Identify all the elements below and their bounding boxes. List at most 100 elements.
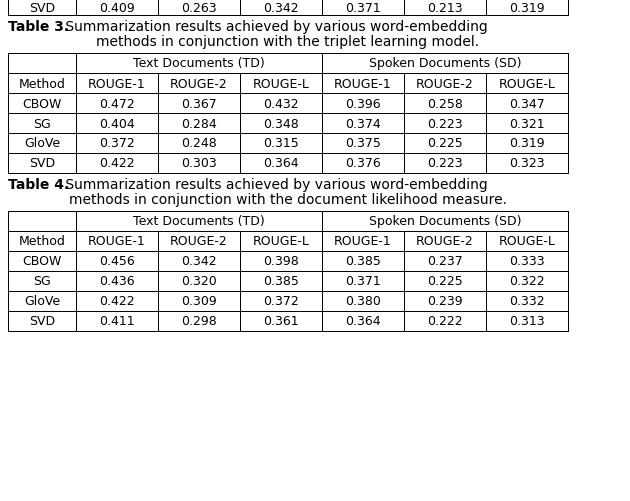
Bar: [486, 292, 568, 312]
Text: 0.472: 0.472: [99, 97, 135, 110]
Bar: [322, 134, 404, 154]
Text: 0.372: 0.372: [99, 137, 135, 150]
Bar: [158, 292, 240, 312]
Bar: [158, 94, 240, 114]
Text: Text Documents (TD): Text Documents (TD): [133, 215, 265, 228]
Bar: [158, 0, 240, 16]
Text: 0.225: 0.225: [427, 275, 463, 288]
Text: SG: SG: [33, 117, 51, 130]
Bar: [8, 292, 76, 312]
Text: 0.258: 0.258: [427, 97, 463, 110]
Text: 0.333: 0.333: [509, 255, 545, 268]
Bar: [8, 0, 568, 16]
Text: 0.364: 0.364: [345, 315, 381, 328]
Text: 0.404: 0.404: [99, 117, 135, 130]
Bar: [8, 211, 568, 331]
Bar: [322, 94, 404, 114]
Bar: [8, 54, 568, 174]
Bar: [240, 0, 322, 16]
Text: 0.456: 0.456: [99, 255, 135, 268]
Bar: [76, 292, 158, 312]
Text: 0.223: 0.223: [427, 157, 463, 170]
Text: 0.323: 0.323: [509, 157, 545, 170]
Text: ROUGE-2: ROUGE-2: [170, 235, 228, 248]
Text: 0.347: 0.347: [509, 97, 545, 110]
Text: CBOW: CBOW: [22, 255, 62, 268]
Bar: [486, 154, 568, 174]
Text: 0.322: 0.322: [509, 275, 545, 288]
Bar: [240, 231, 322, 252]
Bar: [8, 272, 76, 292]
Bar: [404, 114, 486, 134]
Text: SVD: SVD: [29, 315, 55, 328]
Bar: [486, 0, 568, 16]
Bar: [76, 94, 158, 114]
Bar: [76, 312, 158, 331]
Text: Method: Method: [18, 77, 66, 90]
Text: 0.372: 0.372: [263, 295, 299, 308]
Text: SVD: SVD: [29, 157, 55, 170]
Text: 0.371: 0.371: [345, 275, 381, 288]
Bar: [404, 94, 486, 114]
Bar: [8, 94, 76, 114]
Text: ROUGE-2: ROUGE-2: [416, 77, 474, 90]
Bar: [240, 312, 322, 331]
Bar: [8, 54, 76, 74]
Text: ROUGE-1: ROUGE-1: [88, 235, 146, 248]
Text: ROUGE-L: ROUGE-L: [498, 77, 556, 90]
Bar: [158, 252, 240, 272]
Text: 0.332: 0.332: [509, 295, 545, 308]
Text: 0.320: 0.320: [181, 275, 217, 288]
Text: 0.409: 0.409: [99, 2, 135, 15]
Text: ROUGE-L: ROUGE-L: [253, 235, 309, 248]
Text: 0.385: 0.385: [263, 275, 299, 288]
Text: CBOW: CBOW: [22, 97, 62, 110]
Bar: [240, 154, 322, 174]
Bar: [8, 231, 76, 252]
Bar: [8, 74, 76, 94]
Text: 0.398: 0.398: [263, 255, 299, 268]
Bar: [486, 114, 568, 134]
Bar: [240, 74, 322, 94]
Text: 0.376: 0.376: [345, 157, 381, 170]
Bar: [404, 74, 486, 94]
Bar: [8, 312, 76, 331]
Text: 0.263: 0.263: [181, 2, 217, 15]
Text: SG: SG: [33, 275, 51, 288]
Text: ROUGE-L: ROUGE-L: [498, 235, 556, 248]
Text: 0.374: 0.374: [345, 117, 381, 130]
Bar: [404, 154, 486, 174]
Text: 0.303: 0.303: [181, 157, 217, 170]
Text: 0.348: 0.348: [263, 117, 299, 130]
Text: methods in conjunction with the document likelihood measure.: methods in conjunction with the document…: [69, 192, 507, 206]
Bar: [8, 154, 76, 174]
Bar: [322, 74, 404, 94]
Bar: [76, 154, 158, 174]
Text: 0.367: 0.367: [181, 97, 217, 110]
Text: 0.313: 0.313: [509, 315, 545, 328]
Bar: [486, 312, 568, 331]
Bar: [404, 312, 486, 331]
Text: 0.225: 0.225: [427, 137, 463, 150]
Text: GloVe: GloVe: [24, 137, 60, 150]
Text: 0.319: 0.319: [509, 137, 545, 150]
Bar: [486, 272, 568, 292]
Text: 0.321: 0.321: [509, 117, 545, 130]
Bar: [8, 134, 76, 154]
Bar: [486, 252, 568, 272]
Bar: [158, 231, 240, 252]
Bar: [404, 272, 486, 292]
Bar: [404, 134, 486, 154]
Text: Spoken Documents (SD): Spoken Documents (SD): [369, 215, 521, 228]
Text: ROUGE-2: ROUGE-2: [170, 77, 228, 90]
Text: ROUGE-2: ROUGE-2: [416, 235, 474, 248]
Bar: [158, 312, 240, 331]
Bar: [8, 211, 76, 231]
Bar: [158, 114, 240, 134]
Bar: [76, 54, 322, 74]
Text: 0.380: 0.380: [345, 295, 381, 308]
Text: 0.315: 0.315: [263, 137, 299, 150]
Text: Table 4.: Table 4.: [8, 178, 69, 191]
Text: 0.364: 0.364: [263, 157, 299, 170]
Text: Table 3.: Table 3.: [8, 20, 69, 34]
